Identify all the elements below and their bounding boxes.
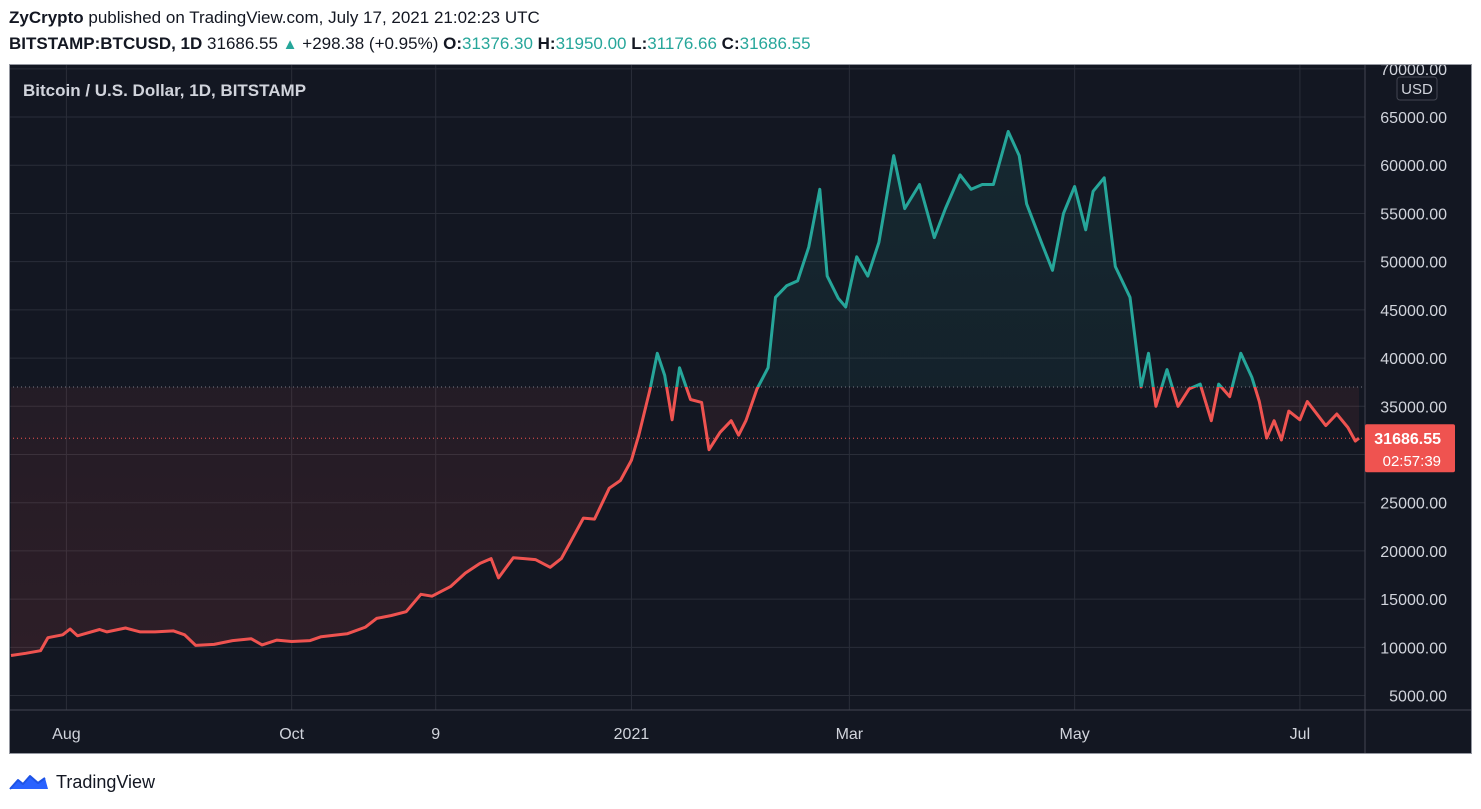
chart-border <box>9 64 1472 754</box>
x-tick-label: Aug <box>52 726 80 743</box>
chart-title: Bitcoin / U.S. Dollar, 1D, BITSTAMP <box>23 81 306 100</box>
y-tick-label: 65000.00 <box>1380 110 1447 127</box>
up-arrow-icon: ▲ <box>282 36 298 53</box>
x-tick-label: 2021 <box>614 726 650 743</box>
y-tick-label: 50000.00 <box>1380 255 1447 272</box>
y-tick-label: 55000.00 <box>1380 206 1447 223</box>
price-chart[interactable]: 70000.00 65000.00 60000.00 55000.00 50000.00… <box>9 64 1472 754</box>
y-tick-label: 15000.00 <box>1380 592 1447 609</box>
tradingview-logo-icon <box>9 775 48 790</box>
author-name[interactable]: ZyCrypto <box>9 8 84 27</box>
last-price-tag <box>1365 424 1455 473</box>
x-tick-label: Jul <box>1290 726 1310 743</box>
bar-countdown: 02:57:39 <box>1383 453 1441 470</box>
symbol-label: BITSTAMP:BTCUSD, 1D <box>9 34 203 53</box>
publication-line: ZyCrypto published on TradingView.com, J… <box>9 8 540 28</box>
y-tick-label: 40000.00 <box>1380 351 1447 368</box>
x-tick-label: Oct <box>279 726 304 743</box>
tradingview-brand[interactable]: TradingView <box>8 770 155 794</box>
y-tick-label: 20000.00 <box>1380 544 1447 561</box>
y-tick-label: 70000.00 <box>1380 64 1447 79</box>
low-label: L: <box>631 34 648 53</box>
low-value: 31176.66 <box>647 34 717 53</box>
last-price-value: 31686.55 <box>1374 431 1441 448</box>
y-tick-label: 25000.00 <box>1380 496 1447 513</box>
area-fill-above-baseline <box>11 131 1359 387</box>
price-line-below-baseline <box>10 387 1360 657</box>
y-tick-label: 5000.00 <box>1389 689 1447 706</box>
close-label: C: <box>721 34 740 53</box>
x-tick-label: May <box>1060 726 1090 743</box>
currency-label: USD <box>1401 81 1433 98</box>
close-value: 31686.55 <box>739 34 811 53</box>
y-tick-label: 60000.00 <box>1380 158 1447 175</box>
symbol-ohlc-line: BITSTAMP:BTCUSD, 1D 31686.55 ▲ +298.38 (… <box>9 34 811 54</box>
open-label: O: <box>443 34 462 53</box>
high-label: H: <box>537 34 556 53</box>
x-tick-label: Mar <box>836 726 864 743</box>
y-tick-label: 10000.00 <box>1380 640 1447 657</box>
brand-name: TradingView <box>56 771 156 792</box>
price-change: +298.38 (+0.95%) <box>302 34 439 53</box>
y-tick-label: 35000.00 <box>1380 399 1447 416</box>
published-text: published on TradingView.com, July 17, 2… <box>88 8 540 27</box>
y-tick-label: 45000.00 <box>1380 303 1447 320</box>
open-value: 31376.30 <box>462 34 533 53</box>
last-price: 31686.55 <box>207 34 278 53</box>
x-tick-label: 9 <box>431 726 440 743</box>
area-fill-below-baseline <box>11 387 1359 656</box>
currency-box <box>1396 76 1438 101</box>
high-value: 31950.00 <box>555 34 627 53</box>
